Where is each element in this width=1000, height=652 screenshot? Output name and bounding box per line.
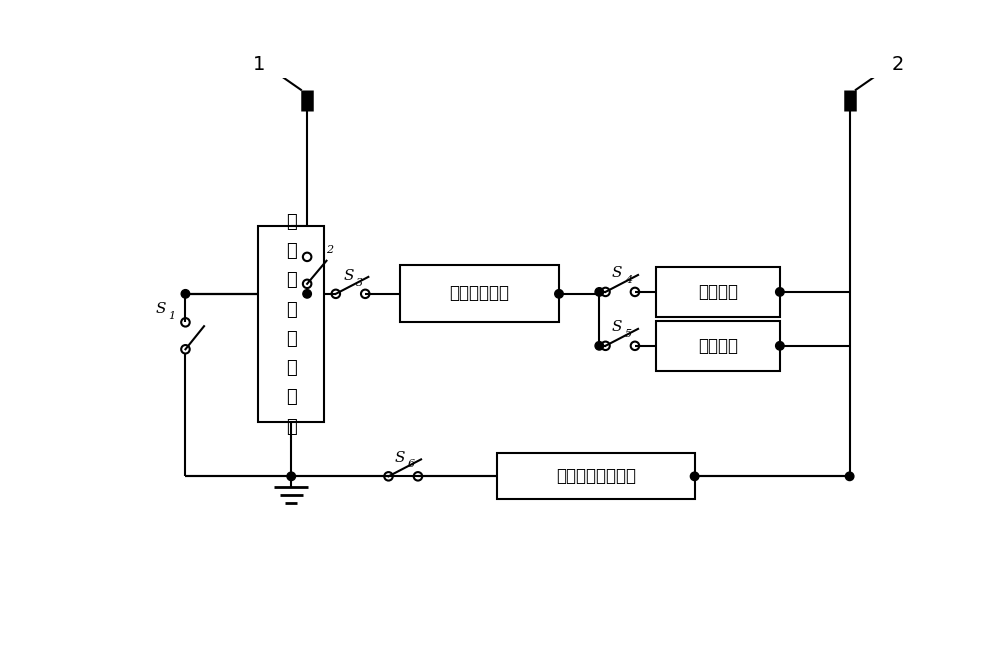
Circle shape	[595, 342, 604, 350]
Circle shape	[287, 472, 296, 481]
Text: 第二电压取样模块: 第二电压取样模块	[556, 467, 636, 485]
Circle shape	[690, 472, 699, 481]
Text: 一: 一	[286, 242, 297, 260]
Circle shape	[595, 288, 604, 296]
Text: 取: 取	[286, 330, 297, 348]
FancyBboxPatch shape	[497, 453, 695, 499]
Text: 稳压电源: 稳压电源	[698, 337, 738, 355]
Text: 电流取样模块: 电流取样模块	[450, 284, 510, 303]
FancyBboxPatch shape	[656, 267, 780, 317]
Circle shape	[555, 289, 563, 298]
Text: S: S	[612, 267, 622, 280]
Circle shape	[845, 472, 854, 481]
Circle shape	[776, 342, 784, 350]
Text: S: S	[395, 451, 405, 465]
Circle shape	[303, 289, 311, 298]
Text: 块: 块	[286, 418, 297, 436]
Text: 压: 压	[286, 301, 297, 319]
Text: S: S	[612, 320, 622, 334]
Text: 3: 3	[356, 278, 363, 288]
Text: 模: 模	[286, 389, 297, 406]
Text: 扫描电源: 扫描电源	[698, 283, 738, 301]
Circle shape	[776, 288, 784, 296]
Text: 1: 1	[168, 311, 176, 321]
Text: S: S	[344, 269, 354, 283]
FancyBboxPatch shape	[258, 226, 324, 422]
Text: 样: 样	[286, 359, 297, 377]
Text: S: S	[313, 237, 324, 251]
Text: 1: 1	[253, 55, 265, 74]
FancyBboxPatch shape	[656, 321, 780, 371]
Text: 电: 电	[286, 271, 297, 289]
Text: 2: 2	[891, 55, 904, 74]
Text: 4: 4	[625, 275, 632, 285]
Text: 第: 第	[286, 213, 297, 231]
Text: 5: 5	[625, 329, 632, 339]
Text: 6: 6	[408, 460, 415, 469]
Circle shape	[181, 289, 190, 298]
Text: 2: 2	[326, 245, 333, 256]
Text: S: S	[156, 302, 166, 316]
FancyBboxPatch shape	[400, 265, 559, 322]
